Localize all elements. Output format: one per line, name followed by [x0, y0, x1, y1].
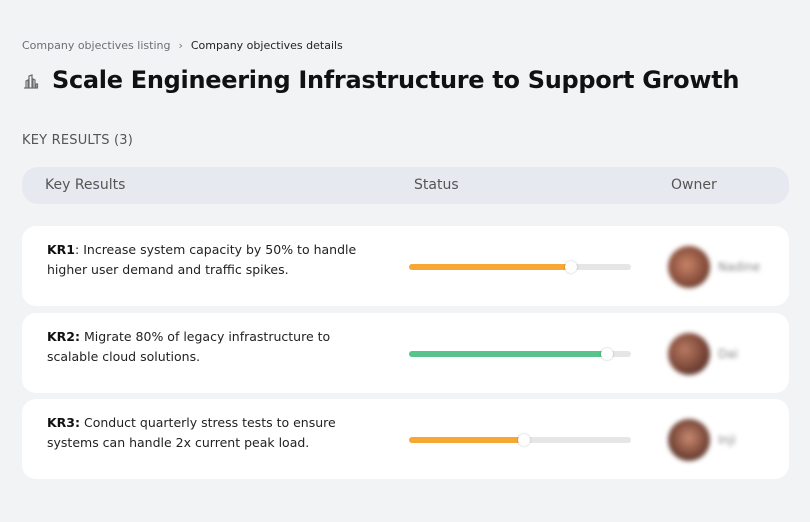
- key-result-row[interactable]: KR2: Migrate 80% of legacy infrastructur…: [22, 313, 789, 393]
- avatar: [668, 419, 710, 461]
- key-result-row[interactable]: KR3: Conduct quarterly stress tests to e…: [22, 399, 789, 479]
- status-progress-slider[interactable]: [409, 261, 631, 273]
- breadcrumb-separator: ›: [178, 39, 183, 52]
- breadcrumb: Company objectives listing › Company obj…: [22, 39, 343, 52]
- key-results-count-label: KEY RESULTS (3): [22, 133, 134, 148]
- progress-fill: [409, 264, 572, 270]
- progress-knob[interactable]: [518, 434, 531, 446]
- progress-knob[interactable]: [600, 348, 613, 360]
- objective-header: Scale Engineering Infrastructure to Supp…: [22, 66, 739, 94]
- column-header-key-results: Key Results: [45, 177, 126, 193]
- key-result-description: KR1: Increase system capacity by 50% to …: [47, 240, 377, 280]
- key-result-text: Increase system capacity by 50% to handl…: [47, 242, 357, 277]
- owner-name: Nadine: [718, 260, 761, 274]
- key-result-description: KR3: Conduct quarterly stress tests to e…: [47, 413, 377, 453]
- owner[interactable]: Inji: [668, 419, 736, 461]
- owner-name: Inji: [718, 433, 736, 447]
- buildings-icon: [22, 70, 42, 90]
- progress-fill: [409, 351, 607, 357]
- owner-name: Dai: [718, 347, 738, 361]
- key-result-description: KR2: Migrate 80% of legacy infrastructur…: [47, 327, 377, 367]
- status-progress-slider[interactable]: [409, 348, 631, 360]
- column-header-status: Status: [414, 177, 459, 193]
- column-header-owner: Owner: [671, 177, 717, 193]
- key-result-text: Conduct quarterly stress tests to ensure…: [47, 415, 336, 450]
- status-progress-slider[interactable]: [409, 434, 631, 446]
- key-result-id-sep: :: [75, 242, 80, 257]
- key-result-id: KR3:: [47, 415, 81, 430]
- key-result-id: KR2:: [47, 329, 81, 344]
- progress-fill: [409, 437, 525, 443]
- page-title: Scale Engineering Infrastructure to Supp…: [52, 66, 740, 94]
- breadcrumb-current-page: Company objectives details: [190, 39, 343, 52]
- key-results-table-header: Key Results Status Owner: [22, 167, 789, 204]
- owner[interactable]: Nadine: [668, 246, 760, 288]
- key-result-text: Migrate 80% of legacy infrastructure to …: [47, 329, 331, 364]
- key-result-row[interactable]: KR1: Increase system capacity by 50% to …: [22, 226, 789, 306]
- owner[interactable]: Dai: [668, 333, 738, 375]
- avatar: [668, 246, 710, 288]
- progress-knob[interactable]: [565, 261, 578, 273]
- breadcrumb-objectives-listing-link[interactable]: Company objectives listing: [22, 39, 171, 52]
- key-result-id: KR1: [47, 242, 76, 257]
- avatar: [668, 333, 710, 375]
